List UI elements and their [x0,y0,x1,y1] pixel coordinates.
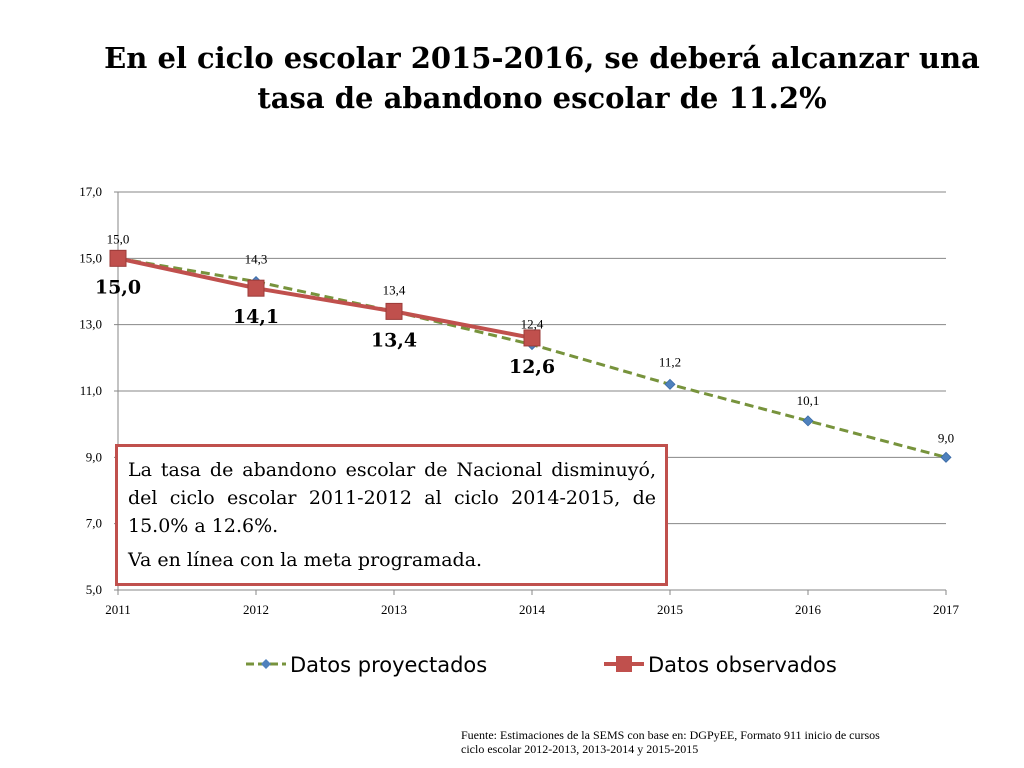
projected-data-label: 9,0 [938,430,954,445]
projected-point-marker [802,415,814,427]
x-tick-label: 2011 [105,602,131,617]
projected-data-label: 11,2 [659,354,681,369]
observed-point-marker [109,249,127,267]
source-line-1: Fuente: Estimaciones de la SEMS con base… [461,728,880,742]
title-line-2: tasa de abandono escolar de 11.2% [257,81,827,115]
observed-data-label: 14,1 [233,306,279,328]
x-tick-label: 2014 [519,602,546,617]
observed-point-marker [385,302,403,320]
callout-paragraph-2: Va en línea con la meta programada. [128,549,483,571]
chart-legend: Datos proyectados Datos observados [246,653,837,677]
observed-point-marker [247,279,265,297]
title-line-1: En el ciclo escolar 2015-2016, se deberá… [104,41,980,75]
legend-projected-marker [261,659,271,669]
page-title: En el ciclo escolar 2015-2016, se deberá… [60,38,1024,118]
x-tick-label: 2015 [657,602,683,617]
observed-series-line [117,256,533,340]
x-tick-label: 2013 [381,602,407,617]
y-tick-label: 15,0 [79,250,102,265]
y-tick-label: 7,0 [86,516,102,531]
projected-data-label: 13,4 [383,282,406,297]
projected-data-label: 10,1 [797,393,820,408]
callout-paragraph-1: La tasa de abandono escolar de Nacional … [128,459,656,537]
y-tick-label: 11,0 [80,383,102,398]
source-line-2: ciclo escolar 2012-2013, 2013-2014 y 201… [461,742,699,756]
legend-observed-marker [616,656,632,672]
projected-data-label: 12,4 [521,317,544,332]
legend-projected-label: Datos proyectados [290,653,487,677]
observed-data-label: 12,6 [509,356,555,378]
data-labels: 15,0 14,3 13,4 12,4 11,2 10,1 9,0 15,0 14,1 13,4 1… [95,231,954,445]
projected-point-marker [940,451,952,463]
chart-series [109,249,952,463]
x-tick-label: 2012 [243,602,269,617]
x-tick-label: 2016 [795,602,822,617]
x-tick-label: 2017 [933,602,960,617]
observed-data-label: 15,0 [95,276,141,298]
legend-observed-label: Datos observados [648,653,837,677]
source-note: Fuente: Estimaciones de la SEMS con base… [461,728,981,756]
y-tick-label: 13,0 [79,317,102,332]
observed-data-label: 13,4 [371,329,417,351]
observed-point-marker [523,329,541,347]
y-tick-label: 17,0 [79,184,102,199]
summary-callout: La tasa de abandono escolar de Nacional … [115,444,668,586]
projected-data-label: 14,3 [245,252,268,267]
projected-data-label: 15,0 [107,231,130,246]
y-tick-label: 5,0 [86,582,102,597]
x-axis: 2011 2012 2013 2014 2015 2016 2017 [105,590,960,617]
projected-point-marker [664,378,676,390]
y-tick-label: 9,0 [86,449,102,464]
